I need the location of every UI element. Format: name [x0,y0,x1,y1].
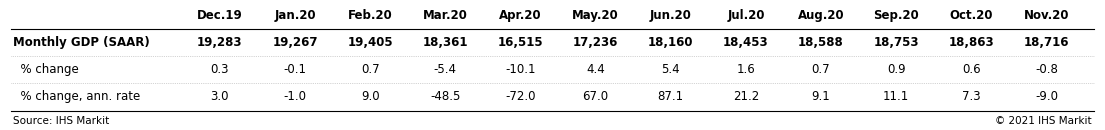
Text: 21.2: 21.2 [733,90,759,103]
Text: 0.3: 0.3 [211,63,229,76]
Text: 11.1: 11.1 [883,90,909,103]
Text: 19,283: 19,283 [197,36,243,49]
Text: May.20: May.20 [572,9,619,22]
Text: 18,160: 18,160 [648,36,694,49]
Text: Oct.20: Oct.20 [949,9,993,22]
Text: -5.4: -5.4 [434,63,456,76]
Text: 18,716: 18,716 [1023,36,1070,49]
Text: -9.0: -9.0 [1035,90,1057,103]
Text: Dec.19: Dec.19 [197,9,243,22]
Text: Sep.20: Sep.20 [873,9,919,22]
Text: 0.6: 0.6 [962,63,980,76]
Text: 16,515: 16,515 [497,36,544,49]
Text: Mar.20: Mar.20 [423,9,467,22]
Text: 19,267: 19,267 [272,36,318,49]
Text: 87.1: 87.1 [657,90,684,103]
Text: 1.6: 1.6 [737,63,755,76]
Text: Source: IHS Markit: Source: IHS Markit [13,116,109,126]
Text: Aug.20: Aug.20 [798,9,844,22]
Text: % change, ann. rate: % change, ann. rate [13,90,140,103]
Text: 3.0: 3.0 [211,90,229,103]
Text: Jul.20: Jul.20 [727,9,765,22]
Text: 19,405: 19,405 [347,36,393,49]
Text: -72.0: -72.0 [505,90,536,103]
Text: Apr.20: Apr.20 [499,9,541,22]
Text: Jun.20: Jun.20 [650,9,692,22]
Text: 18,361: 18,361 [422,36,469,49]
Text: 18,588: 18,588 [798,36,844,49]
Text: -0.8: -0.8 [1035,63,1057,76]
Text: 0.9: 0.9 [887,63,905,76]
Text: Monthly GDP (SAAR): Monthly GDP (SAAR) [13,36,150,49]
Text: 7.3: 7.3 [962,90,980,103]
Text: -0.1: -0.1 [284,63,306,76]
Text: Jan.20: Jan.20 [274,9,316,22]
Text: 0.7: 0.7 [812,63,830,76]
Text: Feb.20: Feb.20 [348,9,392,22]
Text: 18,863: 18,863 [948,36,995,49]
Text: 18,453: 18,453 [723,36,769,49]
Text: 4.4: 4.4 [587,63,604,76]
Text: -10.1: -10.1 [505,63,536,76]
Text: 9.0: 9.0 [361,90,379,103]
Text: © 2021 IHS Markit: © 2021 IHS Markit [996,116,1092,126]
Text: 17,236: 17,236 [572,36,619,49]
Text: 67.0: 67.0 [582,90,609,103]
Text: -1.0: -1.0 [284,90,306,103]
Text: 9.1: 9.1 [812,90,830,103]
Text: 0.7: 0.7 [361,63,379,76]
Text: 5.4: 5.4 [662,63,680,76]
Text: 18,753: 18,753 [873,36,919,49]
Text: -48.5: -48.5 [430,90,461,103]
Text: Nov.20: Nov.20 [1023,9,1070,22]
Text: % change: % change [13,63,80,76]
